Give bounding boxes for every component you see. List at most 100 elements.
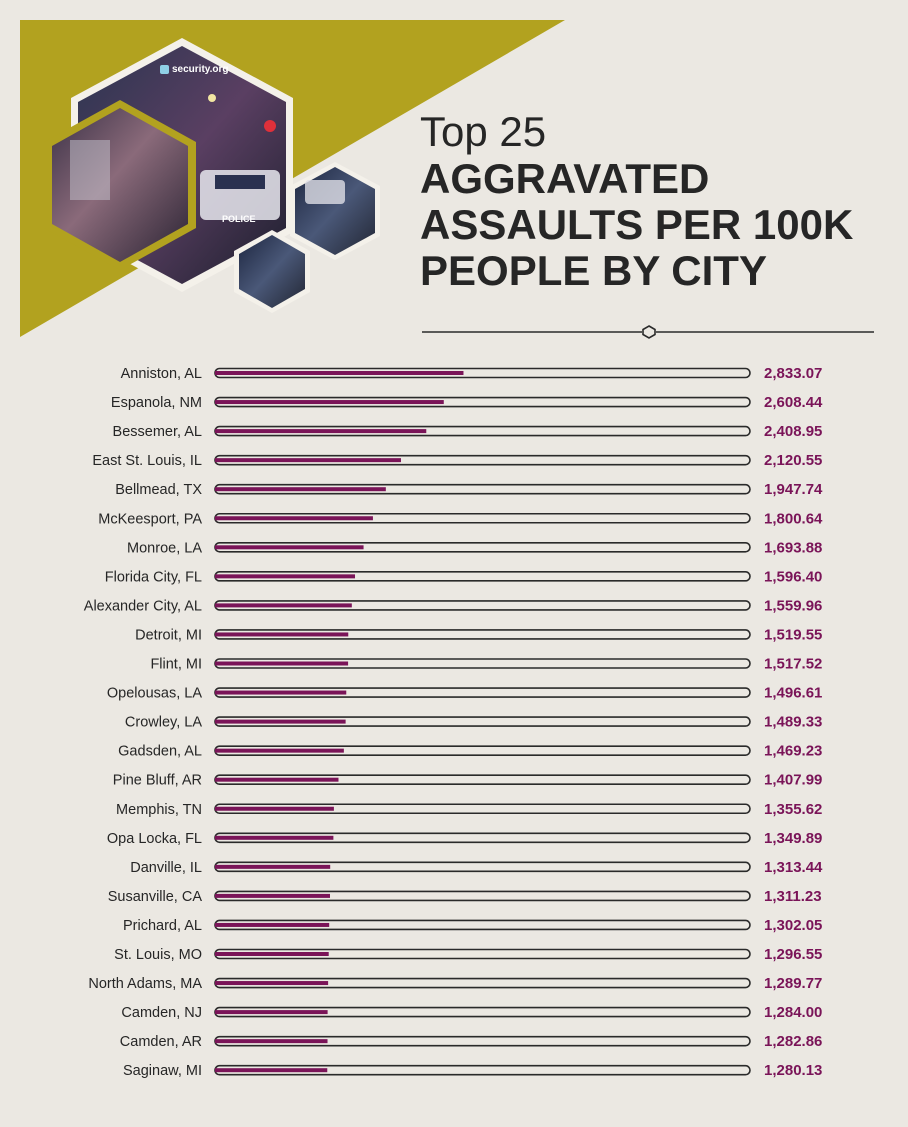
bar [215, 690, 347, 695]
bar-row: Florida City, FL 1,596.40 [105, 568, 823, 585]
value-label: 1,282.86 [764, 1033, 822, 1050]
bar [215, 777, 339, 782]
bar [215, 400, 444, 405]
bar [215, 835, 334, 840]
category-label: Alexander City, AL [84, 598, 202, 614]
category-label: Memphis, TN [116, 802, 202, 818]
category-label: Flint, MI [150, 657, 202, 673]
shield-icon [160, 65, 169, 74]
category-label: Opa Locka, FL [107, 831, 202, 847]
bar [215, 1039, 328, 1044]
bar [215, 748, 344, 753]
bar [215, 487, 386, 492]
category-label: Opelousas, LA [107, 686, 202, 702]
bar [215, 719, 346, 724]
value-label: 1,355.62 [764, 801, 822, 818]
value-label: 1,296.55 [764, 946, 822, 963]
category-label: Espanola, NM [111, 395, 202, 411]
bar-row: Camden, AR 1,282.86 [120, 1033, 823, 1050]
category-label: Camden, AR [120, 1034, 202, 1050]
value-label: 1,947.74 [764, 481, 823, 498]
bar-row: North Adams, MA 1,289.77 [88, 975, 822, 992]
value-label: 1,596.40 [764, 568, 822, 585]
police-label: POLICE [222, 214, 256, 224]
title-divider [422, 325, 874, 339]
category-label: Gadsden, AL [118, 744, 202, 760]
bar [215, 1010, 328, 1015]
bar-row: Monroe, LA 1,693.88 [127, 539, 822, 556]
bar [215, 371, 464, 375]
value-label: 1,469.23 [764, 743, 822, 760]
value-label: 2,120.55 [764, 452, 822, 469]
category-label: Danville, IL [130, 860, 202, 876]
bar-chart: Anniston, AL 2,833.07 Espanola, NM 2,608.44… [84, 365, 823, 1079]
brand-logo-text: security.org [172, 64, 229, 75]
bar [215, 893, 331, 898]
category-label: Bellmead, TX [115, 482, 202, 498]
bar-row: McKeesport, PA 1,800.64 [98, 510, 823, 527]
bar-row: Danville, IL 1,313.44 [130, 859, 823, 876]
bar [215, 1068, 328, 1073]
bar [215, 952, 329, 956]
bar [215, 545, 364, 550]
value-label: 1,313.44 [764, 859, 823, 876]
bar [215, 603, 352, 608]
value-label: 1,800.64 [764, 510, 823, 527]
value-label: 1,284.00 [764, 1004, 822, 1021]
value-label: 2,608.44 [764, 394, 823, 411]
value-label: 1,302.05 [764, 917, 822, 934]
category-label: Bessemer, AL [113, 424, 202, 440]
header-banner: POLICE [20, 20, 565, 337]
value-label: 1,496.61 [764, 685, 822, 702]
bar-row: Crowley, LA 1,489.33 [125, 714, 822, 731]
photo-hexagon-left [44, 100, 196, 270]
category-label: Crowley, LA [125, 715, 202, 731]
title-block: Top 25 AGGRAVATED ASSAULTS PER 100K PEOP… [420, 108, 880, 294]
bar [215, 574, 356, 579]
value-label: 2,408.95 [764, 423, 822, 440]
bar-row: Detroit, MI 1,519.55 [135, 626, 822, 643]
category-label: McKeesport, PA [98, 511, 202, 527]
bar [215, 458, 401, 463]
bar [215, 661, 349, 666]
bar [215, 981, 329, 986]
value-label: 1,517.52 [764, 656, 822, 673]
bar-row: Camden, NJ 1,284.00 [121, 1004, 822, 1021]
bar [215, 516, 373, 521]
bar-row: Memphis, TN 1,355.62 [116, 801, 822, 818]
value-label: 2,833.07 [764, 365, 822, 382]
bar [215, 922, 330, 927]
photo-hexagon-right [290, 162, 380, 260]
value-label: 1,407.99 [764, 772, 822, 789]
category-label: Monroe, LA [127, 540, 202, 556]
category-label: North Adams, MA [88, 976, 202, 992]
bar-row: Saginaw, MI 1,280.13 [123, 1062, 822, 1079]
category-label: East St. Louis, IL [92, 453, 202, 469]
value-label: 1,311.23 [764, 888, 822, 905]
page-title-top: Top 25 [420, 108, 547, 155]
bar-row: Espanola, NM 2,608.44 [111, 394, 823, 411]
bar-row: Bellmead, TX 1,947.74 [115, 481, 823, 498]
value-label: 1,693.88 [764, 539, 822, 556]
bar [215, 864, 331, 869]
brand-logo: security.org [160, 64, 229, 75]
bar-row: Alexander City, AL 1,559.96 [84, 597, 823, 614]
category-label: Detroit, MI [135, 627, 202, 643]
bar [215, 806, 334, 811]
category-label: Susanville, CA [108, 889, 203, 905]
photo-hexagon-bottom [234, 230, 310, 313]
bar-row: Opelousas, LA 1,496.61 [107, 685, 823, 702]
bar [215, 632, 349, 637]
bar-row: St. Louis, MO 1,296.55 [114, 946, 822, 963]
bar-row: Gadsden, AL 1,469.23 [118, 743, 822, 760]
category-label: Prichard, AL [123, 918, 202, 934]
bar [215, 429, 427, 434]
category-label: Anniston, AL [121, 366, 202, 382]
category-label: Pine Bluff, AR [113, 773, 202, 789]
category-label: St. Louis, MO [114, 947, 202, 963]
bar-row: Prichard, AL 1,302.05 [123, 917, 822, 934]
bar-row: East St. Louis, IL 2,120.55 [92, 452, 822, 469]
category-label: Saginaw, MI [123, 1063, 202, 1079]
value-label: 1,289.77 [764, 975, 822, 992]
category-label: Camden, NJ [121, 1005, 202, 1021]
